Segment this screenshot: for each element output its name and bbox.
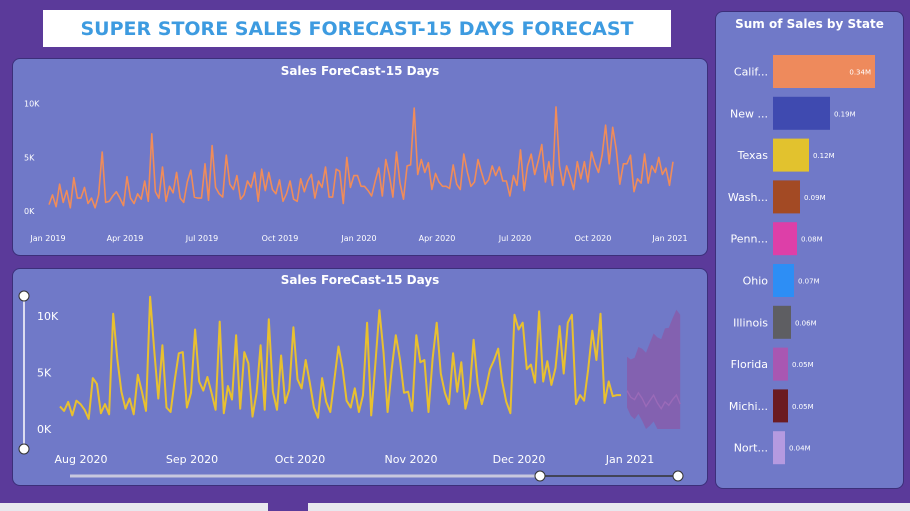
state-category-label: Penn...: [731, 233, 768, 246]
top-x-tick-label: Apr 2019: [107, 234, 144, 243]
state-bar-value-label: 0.09M: [804, 194, 826, 202]
state-bar-value-label: 0.19M: [834, 110, 856, 118]
state-bar: [773, 431, 785, 465]
y-range-slider-bottom-handle[interactable]: [18, 443, 30, 455]
state-bar-value-label: 0.07M: [798, 278, 820, 286]
top-y-tick-label: 10K: [24, 100, 40, 109]
state-bar-value-label: 0.12M: [813, 152, 835, 160]
bottom-y-tick-label: 0K: [37, 423, 52, 436]
state-bar: [773, 305, 791, 339]
state-chart-title: Sum of Sales by State: [735, 17, 884, 31]
state-bar-value-label: 0.34M: [849, 69, 871, 77]
state-category-label: Nort...: [734, 442, 768, 455]
top-x-tick-label: Jan 2020: [340, 234, 376, 243]
bottom-x-tick-label: Oct 2020: [275, 453, 326, 466]
state-bar: [773, 96, 830, 130]
state-bar-value-label: 0.05M: [792, 403, 814, 411]
top-y-tick-label: 0K: [24, 207, 35, 216]
state-category-label: Michi...: [729, 400, 768, 413]
top-sales-series-line: [48, 106, 674, 209]
bottom-forecast-panel: Sales ForeCast-15 Days 0K 5K 10K Aug 2020 Se…: [12, 268, 708, 486]
bottom-y-tick-label: 10K: [37, 310, 59, 323]
top-x-tick-label: Apr 2020: [419, 234, 456, 243]
bottom-x-tick-label: Aug 2020: [55, 453, 108, 466]
state-sales-bar-chart: Calif... 0.34M New ... 0.19M Texas 0.12M Wash.…: [728, 55, 875, 465]
state-bar-value-label: 0.06M: [795, 319, 817, 327]
state-bar: [773, 138, 809, 172]
bottom-x-tick-label: Nov 2020: [385, 453, 438, 466]
forecast-series-line: [626, 390, 681, 411]
top-sales-line-chart: 0K 5K 10K Jan 2019 Apr 2019 Jul 2019 Oct 2019 J…: [24, 100, 688, 243]
active-page-tab[interactable]: [268, 503, 308, 511]
x-range-slider-right-handle[interactable]: [672, 470, 684, 482]
x-range-slider-left-handle[interactable]: [534, 470, 546, 482]
forecast-confidence-band: [627, 309, 681, 429]
state-bar-value-label: 0.04M: [789, 445, 811, 453]
top-x-tick-label: Jan 2021: [651, 234, 687, 243]
state-category-label: Texas: [737, 149, 769, 162]
top-forecast-panel: Sales ForeCast-15 Days 0K 5K 10K Jan 2019 Ap…: [12, 58, 708, 256]
state-category-label: Florida: [731, 358, 768, 371]
state-category-label: Calif...: [734, 66, 768, 79]
bottom-forecast-line-chart: 0K 5K 10K Aug 2020 Sep 2020 Oct 2020 Nov 2020 D…: [18, 290, 684, 482]
state-category-label: Ohio: [743, 275, 769, 288]
state-bar: [773, 389, 788, 423]
state-category-label: Illinois: [733, 316, 768, 329]
bottom-chart-title: Sales ForeCast-15 Days: [280, 273, 440, 287]
state-bar: [773, 55, 875, 88]
dashboard-title: SUPER STORE SALES FORECAST-15 DAYS FOREC…: [80, 17, 634, 40]
state-sales-panel: Sum of Sales by State Calif... 0.34M New .…: [715, 11, 904, 489]
state-bar: [773, 222, 797, 256]
bottom-y-tick-label: 5K: [37, 366, 52, 379]
actual-sales-series-line: [59, 295, 621, 420]
top-chart-title: Sales ForeCast-15 Days: [280, 64, 440, 78]
top-x-tick-label: Oct 2019: [262, 234, 299, 243]
state-category-label: Wash...: [728, 191, 768, 204]
top-y-tick-label: 5K: [24, 153, 35, 162]
state-category-label: New ...: [730, 107, 768, 120]
page-tabs-strip: [0, 503, 910, 511]
top-x-tick-label: Oct 2020: [575, 234, 612, 243]
state-bar: [773, 180, 800, 214]
y-range-slider-top-handle[interactable]: [18, 290, 30, 302]
dashboard-title-box: SUPER STORE SALES FORECAST-15 DAYS FOREC…: [43, 10, 671, 47]
bottom-x-tick-label: Jan 2021: [605, 453, 654, 466]
top-x-tick-label: Jul 2019: [185, 234, 219, 243]
state-bar-value-label: 0.05M: [792, 361, 814, 369]
top-x-tick-label: Jul 2020: [498, 234, 532, 243]
state-bar: [773, 264, 794, 297]
bottom-x-tick-label: Dec 2020: [493, 453, 546, 466]
bottom-x-tick-label: Sep 2020: [166, 453, 218, 466]
top-x-tick-label: Jan 2019: [29, 234, 65, 243]
state-bar-value-label: 0.08M: [801, 236, 823, 244]
state-bar: [773, 347, 788, 381]
